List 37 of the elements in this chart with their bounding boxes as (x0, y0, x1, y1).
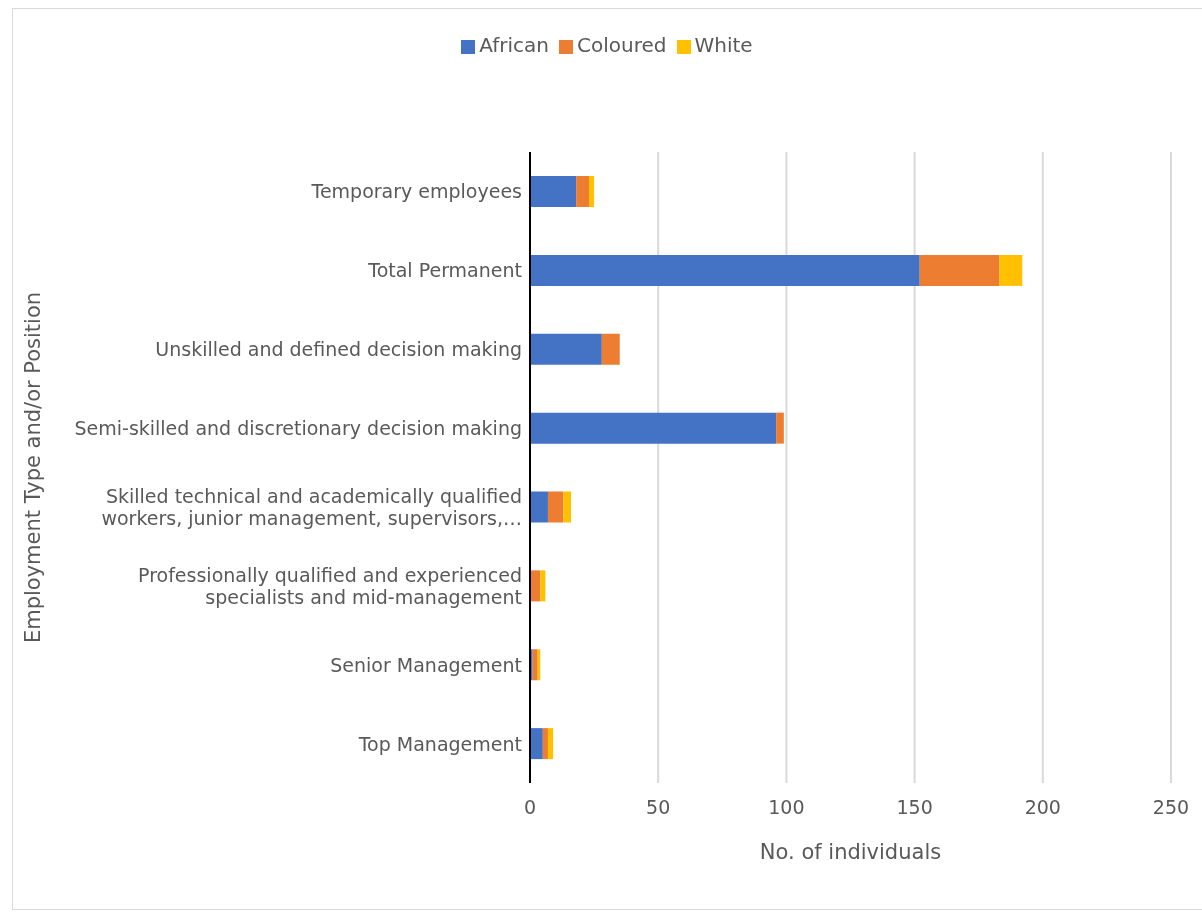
bar (542, 728, 548, 760)
bar (530, 728, 543, 760)
x-tick-label: 100 (768, 796, 805, 819)
bar (999, 254, 1023, 286)
bar (530, 176, 577, 207)
bar (532, 649, 538, 681)
y-tick-label: Total Permanent (367, 259, 522, 282)
y-tick-label: Unskilled and defined decision making (155, 338, 522, 361)
y-tick-label: Skilled technical and academically qualified workers, junior management, supervisors,… (101, 484, 522, 529)
bar (576, 176, 589, 207)
bar (530, 412, 777, 444)
bar (530, 333, 602, 365)
bar (530, 254, 920, 286)
bar (563, 491, 572, 523)
y-tick-label: Temporary employees (310, 180, 522, 203)
y-tick-label: Semi-skilled and discretionary decision making (74, 417, 522, 440)
x-tick-label: 200 (1024, 796, 1061, 819)
x-tick-label: 150 (896, 796, 933, 819)
y-tick-label: Professionally qualified and experienced specialists and mid-management (138, 563, 522, 608)
bar (601, 333, 620, 365)
bar (776, 412, 784, 444)
bar (547, 728, 554, 760)
x-tick-label: 50 (646, 796, 671, 819)
x-tick-label: 250 (1152, 796, 1190, 819)
bar (588, 176, 595, 207)
legend-label: White (694, 33, 753, 57)
x-tick-label: 0 (523, 796, 537, 819)
bar (919, 254, 1000, 286)
bar (540, 570, 546, 602)
y-axis-title: Employment Type and/or Position (21, 291, 46, 644)
legend-label: African (479, 33, 550, 57)
bar (530, 491, 548, 523)
bar (547, 491, 564, 523)
x-axis-title: No. of individuals (759, 840, 942, 864)
y-tick-label: Senior Management (330, 653, 522, 676)
y-tick-label: Top Management (357, 732, 522, 755)
legend-label: Coloured (577, 33, 667, 57)
